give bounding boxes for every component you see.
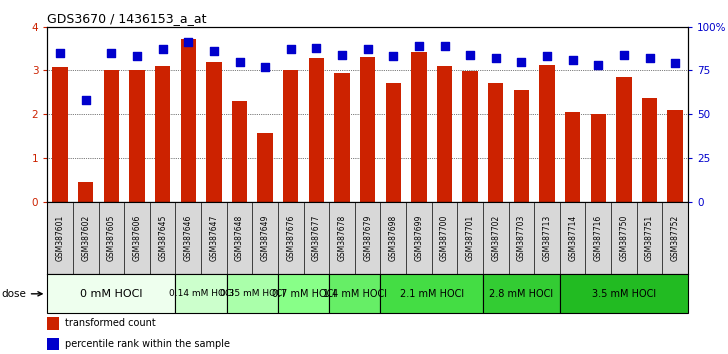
Bar xyxy=(381,274,483,313)
Point xyxy=(464,52,476,57)
Text: 2.8 mM HOCl: 2.8 mM HOCl xyxy=(489,289,553,299)
Point xyxy=(311,45,323,50)
Point xyxy=(336,52,348,57)
Text: 0.7 mM HOCl: 0.7 mM HOCl xyxy=(272,289,336,299)
Point xyxy=(80,97,92,103)
Bar xyxy=(565,112,580,202)
Text: GSM387713: GSM387713 xyxy=(542,215,552,261)
Text: GSM387703: GSM387703 xyxy=(517,215,526,261)
Text: dose: dose xyxy=(1,289,42,299)
Bar xyxy=(411,52,427,202)
Text: GSM387645: GSM387645 xyxy=(158,215,167,261)
Point xyxy=(157,46,168,52)
Point xyxy=(593,62,604,68)
Point xyxy=(55,50,66,56)
Text: 0 mM HOCl: 0 mM HOCl xyxy=(80,289,143,299)
Bar xyxy=(232,101,248,202)
Bar xyxy=(386,84,401,202)
Point xyxy=(541,53,553,59)
Text: GSM387678: GSM387678 xyxy=(338,215,347,261)
Bar xyxy=(258,133,273,202)
Point xyxy=(618,52,630,57)
Bar xyxy=(226,274,278,313)
Point xyxy=(515,59,527,64)
Bar xyxy=(483,274,560,313)
Text: 1.4 mM HOCl: 1.4 mM HOCl xyxy=(323,289,387,299)
Point xyxy=(285,46,296,52)
Point xyxy=(413,43,424,48)
Bar xyxy=(206,62,221,202)
Text: 0.35 mM HOCl: 0.35 mM HOCl xyxy=(220,289,285,298)
Text: GSM387605: GSM387605 xyxy=(107,215,116,261)
Point xyxy=(259,64,271,70)
Text: GSM387677: GSM387677 xyxy=(312,215,321,261)
Point xyxy=(208,48,220,54)
Bar xyxy=(334,73,349,202)
Point xyxy=(234,59,245,64)
Text: GSM387649: GSM387649 xyxy=(261,215,269,261)
Bar xyxy=(590,114,606,202)
Text: GSM387714: GSM387714 xyxy=(568,215,577,261)
Text: GSM387606: GSM387606 xyxy=(132,215,141,261)
Text: GSM387750: GSM387750 xyxy=(620,215,628,261)
Text: GSM387699: GSM387699 xyxy=(414,215,424,261)
Bar xyxy=(560,274,688,313)
Bar xyxy=(668,110,683,202)
Text: 3.5 mM HOCl: 3.5 mM HOCl xyxy=(592,289,656,299)
Bar xyxy=(437,67,452,202)
Point xyxy=(387,53,399,59)
Text: GSM387698: GSM387698 xyxy=(389,215,397,261)
Bar xyxy=(181,39,196,202)
Text: GSM387751: GSM387751 xyxy=(645,215,654,261)
Text: GSM387679: GSM387679 xyxy=(363,215,372,261)
Bar xyxy=(462,71,478,202)
Text: GSM387648: GSM387648 xyxy=(235,215,244,261)
Text: GSM387702: GSM387702 xyxy=(491,215,500,261)
Text: transformed count: transformed count xyxy=(66,319,156,329)
Bar xyxy=(78,182,93,202)
Point xyxy=(439,43,451,48)
Bar xyxy=(175,274,226,313)
Text: GSM387716: GSM387716 xyxy=(594,215,603,261)
Text: GSM387602: GSM387602 xyxy=(82,215,90,261)
Point xyxy=(490,55,502,61)
Bar xyxy=(155,67,170,202)
Text: GSM387646: GSM387646 xyxy=(183,215,193,261)
Text: percentile rank within the sample: percentile rank within the sample xyxy=(66,339,230,349)
Bar xyxy=(539,65,555,202)
Point xyxy=(644,55,655,61)
Text: GDS3670 / 1436153_a_at: GDS3670 / 1436153_a_at xyxy=(47,12,207,25)
Bar xyxy=(47,318,59,330)
Point xyxy=(669,61,681,66)
Bar xyxy=(488,84,504,202)
Bar xyxy=(130,70,145,202)
Bar xyxy=(329,274,381,313)
Bar xyxy=(616,78,632,202)
Point xyxy=(106,50,117,56)
Bar xyxy=(278,274,329,313)
Text: 2.1 mM HOCl: 2.1 mM HOCl xyxy=(400,289,464,299)
Text: GSM387701: GSM387701 xyxy=(466,215,475,261)
Bar xyxy=(52,67,68,202)
Bar xyxy=(360,57,376,202)
Text: GSM387700: GSM387700 xyxy=(440,215,449,261)
Bar xyxy=(514,90,529,202)
Point xyxy=(567,57,579,63)
Bar xyxy=(642,97,657,202)
Text: GSM387752: GSM387752 xyxy=(670,215,680,261)
Point xyxy=(183,40,194,45)
Text: GSM387676: GSM387676 xyxy=(286,215,296,261)
Bar xyxy=(47,274,175,313)
Point xyxy=(131,53,143,59)
Bar xyxy=(47,338,59,350)
Bar xyxy=(103,70,119,202)
Text: 0.14 mM HOCl: 0.14 mM HOCl xyxy=(169,289,234,298)
Text: GSM387647: GSM387647 xyxy=(210,215,218,261)
Point xyxy=(362,46,373,52)
Bar xyxy=(283,70,298,202)
Text: GSM387601: GSM387601 xyxy=(55,215,65,261)
Bar xyxy=(309,58,324,202)
